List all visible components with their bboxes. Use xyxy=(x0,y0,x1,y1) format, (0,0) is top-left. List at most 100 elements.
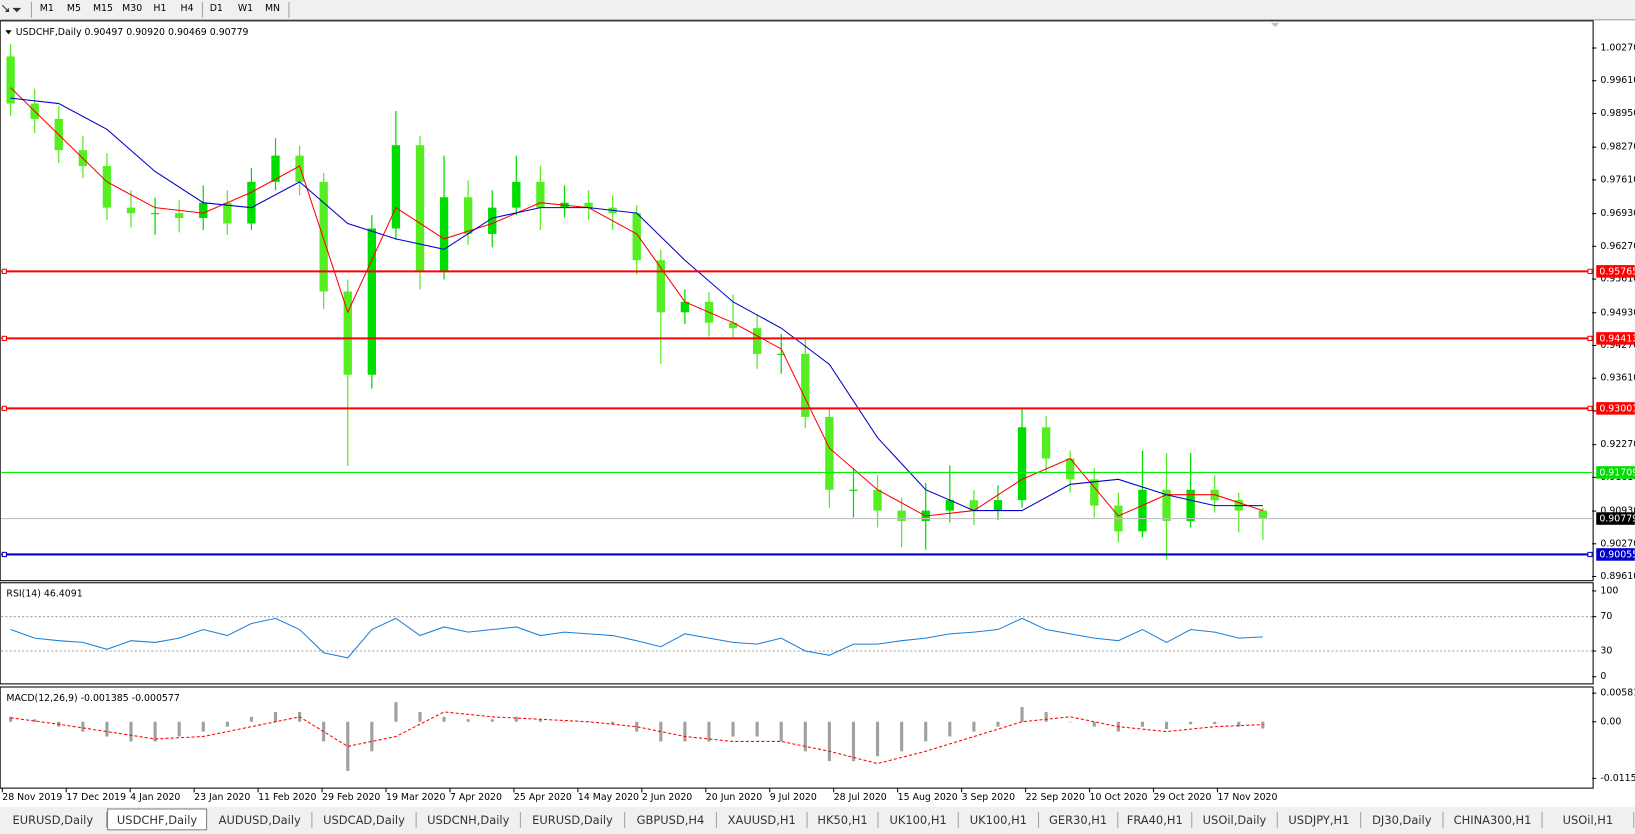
candle-body xyxy=(199,202,208,219)
level-handle xyxy=(1587,335,1593,341)
tab[interactable]: USDJPY,H1 xyxy=(1288,813,1349,827)
histogram-bar xyxy=(1237,721,1241,727)
x-tick-label: 17 Dec 2019 xyxy=(66,792,126,803)
histogram-bar xyxy=(538,719,542,722)
timeframe-button[interactable]: M1 xyxy=(40,3,54,14)
histogram-bar xyxy=(755,721,759,737)
tab[interactable]: USDCNH,Daily xyxy=(427,813,509,827)
tab[interactable]: USDCAD,Daily xyxy=(323,813,405,827)
timeframe-button[interactable]: M15 xyxy=(93,3,113,14)
candle-body xyxy=(126,207,136,214)
histogram-bar xyxy=(875,721,880,757)
tab[interactable]: DJ30,Daily xyxy=(1372,813,1432,827)
timeframe-button[interactable]: H4 xyxy=(181,3,194,14)
candle-body xyxy=(439,197,449,271)
x-tick-label: 29 Feb 2020 xyxy=(322,792,380,803)
tab[interactable]: EURUSD,Daily xyxy=(12,813,93,827)
candle-body xyxy=(728,322,738,329)
candle-body xyxy=(6,56,15,104)
candle-body xyxy=(825,416,834,490)
candle-body xyxy=(319,181,328,292)
candle-body xyxy=(247,181,256,224)
candle-body xyxy=(1138,489,1147,532)
candle-body xyxy=(488,207,497,234)
tab-active[interactable] xyxy=(107,808,208,831)
histogram-bar xyxy=(707,721,711,742)
tab[interactable]: USOil,H1 xyxy=(1563,813,1614,827)
histogram-bar xyxy=(1189,721,1193,725)
histogram-bar xyxy=(490,719,494,722)
tab[interactable]: GBPUSD,H4 xyxy=(637,813,705,827)
timeframe-button[interactable]: D1 xyxy=(210,3,223,14)
tab[interactable]: UK100,H1 xyxy=(970,813,1027,827)
level-handle xyxy=(1587,268,1593,274)
tab[interactable]: XAUUSD,H1 xyxy=(728,813,796,827)
y-tick-label: 0.00 xyxy=(1600,716,1621,727)
tab[interactable]: AUDUSD,Daily xyxy=(219,813,301,827)
candle-body xyxy=(849,489,858,491)
tab[interactable]: USOil,Daily xyxy=(1203,813,1267,827)
price-pane xyxy=(0,20,1594,582)
histogram-bar xyxy=(153,721,157,742)
timeframe-button[interactable]: MN xyxy=(265,3,280,14)
histogram-bar xyxy=(442,716,446,722)
tab[interactable]: EURUSD,Daily xyxy=(532,813,613,827)
pane-title: RSI(14) 46.4091 xyxy=(6,589,82,600)
histogram-bar xyxy=(249,716,253,722)
histogram-bar xyxy=(394,702,398,722)
candle-body xyxy=(897,510,906,521)
level-handle xyxy=(1,405,7,411)
macd-pane xyxy=(0,686,1594,789)
histogram-bar xyxy=(129,721,133,742)
tab[interactable]: USDCHF,Daily xyxy=(117,813,198,827)
candle-body xyxy=(1090,479,1099,506)
tab[interactable]: HK50,H1 xyxy=(817,813,867,827)
timeframe-button[interactable]: M30 xyxy=(122,3,142,14)
x-tick-label: 17 Nov 2020 xyxy=(1217,792,1277,803)
candle-body xyxy=(1186,489,1195,521)
histogram-bar xyxy=(779,721,783,742)
histogram-bar xyxy=(418,711,422,722)
candle-body xyxy=(777,353,786,355)
timeframe-button[interactable]: M5 xyxy=(67,3,81,14)
candle-body xyxy=(536,181,545,208)
candle-body xyxy=(367,228,377,375)
pane-title: MACD(12,26,9) -0.001385 -0.000577 xyxy=(6,693,179,704)
level-handle xyxy=(1587,551,1593,558)
candle-body xyxy=(223,202,232,224)
histogram-bar xyxy=(611,721,615,725)
y-tick-label: 100 xyxy=(1600,585,1618,596)
candle-body xyxy=(1258,510,1268,519)
timeframe-button[interactable]: W1 xyxy=(238,3,253,14)
histogram-bar xyxy=(996,721,1000,727)
price-label: 0.95765 xyxy=(1599,266,1635,277)
candle-body xyxy=(656,260,665,313)
candle-body xyxy=(391,145,401,229)
histogram-bar xyxy=(683,721,687,742)
candle-body xyxy=(463,197,473,234)
histogram-bar xyxy=(81,721,85,732)
shift-marker xyxy=(1270,22,1280,28)
tab[interactable]: CHINA300,H1 xyxy=(1454,813,1532,827)
tab[interactable]: GER30,H1 xyxy=(1049,813,1107,827)
candle-body xyxy=(1017,427,1027,501)
candle-body xyxy=(873,489,882,511)
x-tick-label: 19 Mar 2020 xyxy=(386,792,445,803)
timeframe-button[interactable]: H1 xyxy=(153,3,166,14)
tab[interactable]: FRA40,H1 xyxy=(1127,813,1183,827)
histogram-bar xyxy=(635,721,639,732)
tab[interactable]: UK100,H1 xyxy=(889,813,946,827)
moving-average xyxy=(10,97,1263,512)
histogram-bar xyxy=(1164,721,1169,730)
histogram-bar xyxy=(827,721,831,762)
histogram-bar xyxy=(900,721,904,752)
title-arrow xyxy=(5,30,12,35)
x-tick-label: 11 Feb 2020 xyxy=(258,792,316,803)
level-handle xyxy=(1587,405,1593,411)
